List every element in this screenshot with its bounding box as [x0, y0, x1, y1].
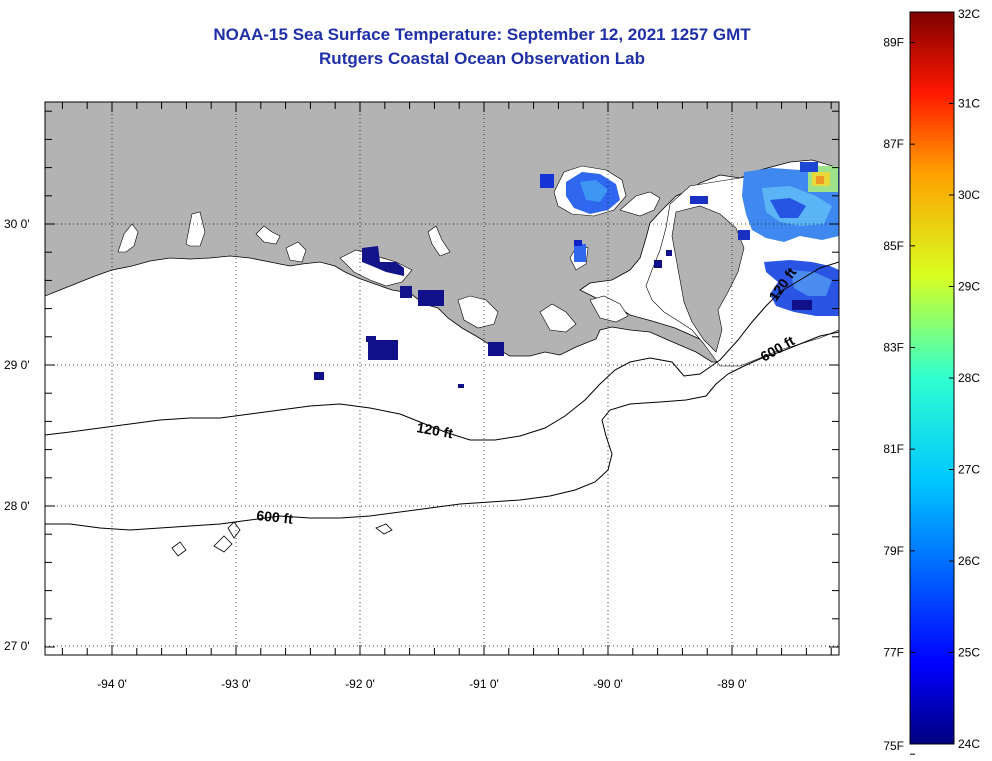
colorbar-fahrenheit-label: 87F — [883, 137, 904, 151]
inland-water — [255, 225, 281, 245]
lon-label-89: -89 0' — [717, 677, 747, 691]
contour-label-600ft: 600 ft — [256, 507, 294, 527]
axis-ticks — [45, 102, 839, 655]
lat-label-29: 29 0' — [4, 358, 30, 372]
lon-label-90: -90 0' — [593, 677, 623, 691]
colorbar-fahrenheit-label: 83F — [883, 341, 904, 355]
inland-water — [427, 225, 451, 257]
lon-label-91: -91 0' — [469, 677, 499, 691]
colorbar-celsius-label: 27C — [958, 463, 980, 477]
inland-water — [285, 241, 307, 263]
colorbar-celsius-label: 31C — [958, 97, 980, 111]
delta-land — [671, 205, 745, 353]
inland-water — [185, 211, 206, 247]
colorbar-fahrenheit-label: 89F — [883, 36, 904, 50]
colorbar-celsius-label: 25C — [958, 646, 980, 660]
colorbar-fahrenheit-label: 77F — [883, 646, 904, 660]
colorbar-celsius-label: 26C — [958, 554, 980, 568]
inland-water — [589, 295, 629, 323]
lon-label-93: -93 0' — [221, 677, 251, 691]
land-mass — [45, 102, 839, 363]
colorbar-celsius-label: 28C — [958, 371, 980, 385]
map-subtitle: Rutgers Coastal Ocean Observation Lab — [319, 49, 645, 68]
colorbar-celsius-label: 30C — [958, 188, 980, 202]
lat-label-30: 30 0' — [4, 217, 30, 231]
grid-lines — [45, 102, 839, 655]
colorbar-labels: 32C 31C 30C 29C 28C 27C 26C 25C 24C 89F 87F 85F 83F 8… — [883, 7, 980, 755]
contour-600ft-island — [171, 521, 393, 557]
colorbar-celsius-label: 24C — [958, 737, 980, 751]
inland-water — [117, 223, 139, 253]
inland-water — [619, 191, 661, 217]
lon-label-94: -94 0' — [97, 677, 127, 691]
colorbar-fahrenheit-label: 81F — [883, 442, 904, 456]
colorbar-fahrenheit-label: 75F — [883, 739, 904, 753]
colorbar-celsius-label: 32C — [958, 7, 980, 21]
map-frame — [44, 101, 840, 656]
lon-label-92: -92 0' — [345, 677, 375, 691]
lat-label-27: 27 0' — [4, 639, 30, 653]
contour-600ft — [45, 331, 839, 531]
sst-pixels — [314, 162, 839, 388]
lat-label-28: 28 0' — [4, 499, 30, 513]
inland-water — [457, 295, 499, 329]
map-title: NOAA-15 Sea Surface Temperature: Septemb… — [213, 25, 751, 44]
contour-label-120ft: 120 ft — [415, 419, 454, 441]
contour-120ft — [45, 261, 839, 441]
colorbar-fahrenheit-label: 79F — [883, 544, 904, 558]
colorbar-celsius-label: 29C — [958, 280, 980, 294]
colorbar-fahrenheit-label: 85F — [883, 239, 904, 253]
inland-water — [539, 303, 577, 333]
colorbar — [909, 11, 955, 745]
